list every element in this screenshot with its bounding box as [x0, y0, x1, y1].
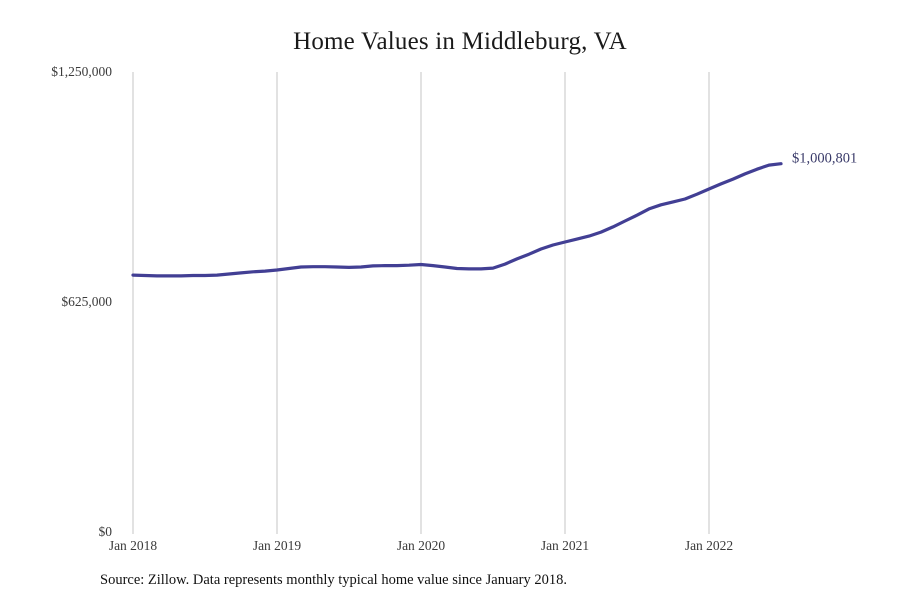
x-axis-tick-label: Jan 2020 — [396, 538, 446, 553]
source-note: Source: Zillow. Data represents monthly … — [100, 572, 567, 588]
latest-value-label: $1,000,801 — [792, 150, 858, 167]
y-axis-tick-label: $1,250,000 — [51, 64, 112, 79]
x-axis-tick-label: Jan 2021 — [540, 538, 590, 553]
home-value-line — [131, 162, 783, 278]
x-axis-tick-label: Jan 2018 — [108, 538, 158, 553]
x-axis-tick-label: Jan 2022 — [684, 538, 734, 553]
chart-title: Home Values in Middleburg, VA — [293, 28, 627, 55]
y-axis-tick-label: $625,000 — [61, 294, 112, 309]
x-axis-tick-label: Jan 2019 — [252, 538, 302, 553]
y-axis-tick-label: $0 — [98, 524, 113, 539]
